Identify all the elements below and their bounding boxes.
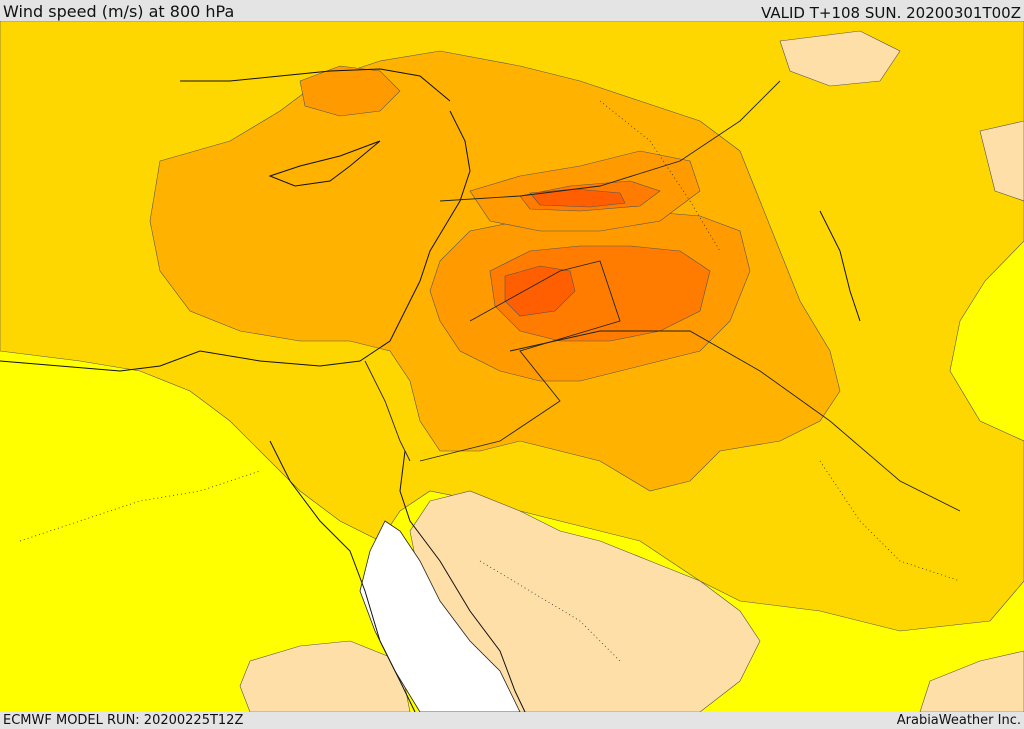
dotted-boundary-2 — [599, 100, 721, 252]
wind-speed-map[interactable] — [0, 21, 1024, 712]
border-egypt-israel — [364, 360, 411, 462]
gulf-coast — [819, 210, 861, 322]
calm-zone-ne — [779, 30, 901, 87]
cyprus-coast — [268, 140, 381, 187]
severe-wind-core — [504, 265, 576, 317]
header-bar: Wind speed (m/s) at 800 hPa VALID T+108 … — [0, 0, 1024, 21]
calm-zone-se — [919, 650, 1024, 712]
dotted-boundary-4 — [479, 560, 621, 662]
red-sea-east-coast — [399, 450, 526, 712]
red-sea-west-coast — [269, 440, 416, 712]
border-iraq-jordan — [439, 80, 781, 202]
border-saudi — [509, 330, 961, 512]
map-title: Wind speed (m/s) at 800 hPa — [3, 2, 235, 21]
red-sea-area — [359, 520, 521, 712]
valid-time: VALID T+108 SUN. 20200301T00Z — [761, 4, 1021, 22]
mediterranean-coast — [0, 110, 471, 372]
credit-label: ArabiaWeather Inc. — [896, 713, 1021, 728]
dotted-boundary-1 — [19, 470, 261, 542]
calm-zone-east — [979, 120, 1024, 202]
dotted-boundary-3 — [819, 460, 961, 582]
footer-bar: ECMWF MODEL RUN: 20200225T12Z ArabiaWeat… — [0, 712, 1024, 729]
turkey-coast — [180, 68, 451, 102]
border-jordan-saudi — [419, 260, 621, 462]
model-run-label: ECMWF MODEL RUN: 20200225T12Z — [3, 713, 244, 728]
strong-wind-zone-cyprus — [299, 65, 401, 117]
